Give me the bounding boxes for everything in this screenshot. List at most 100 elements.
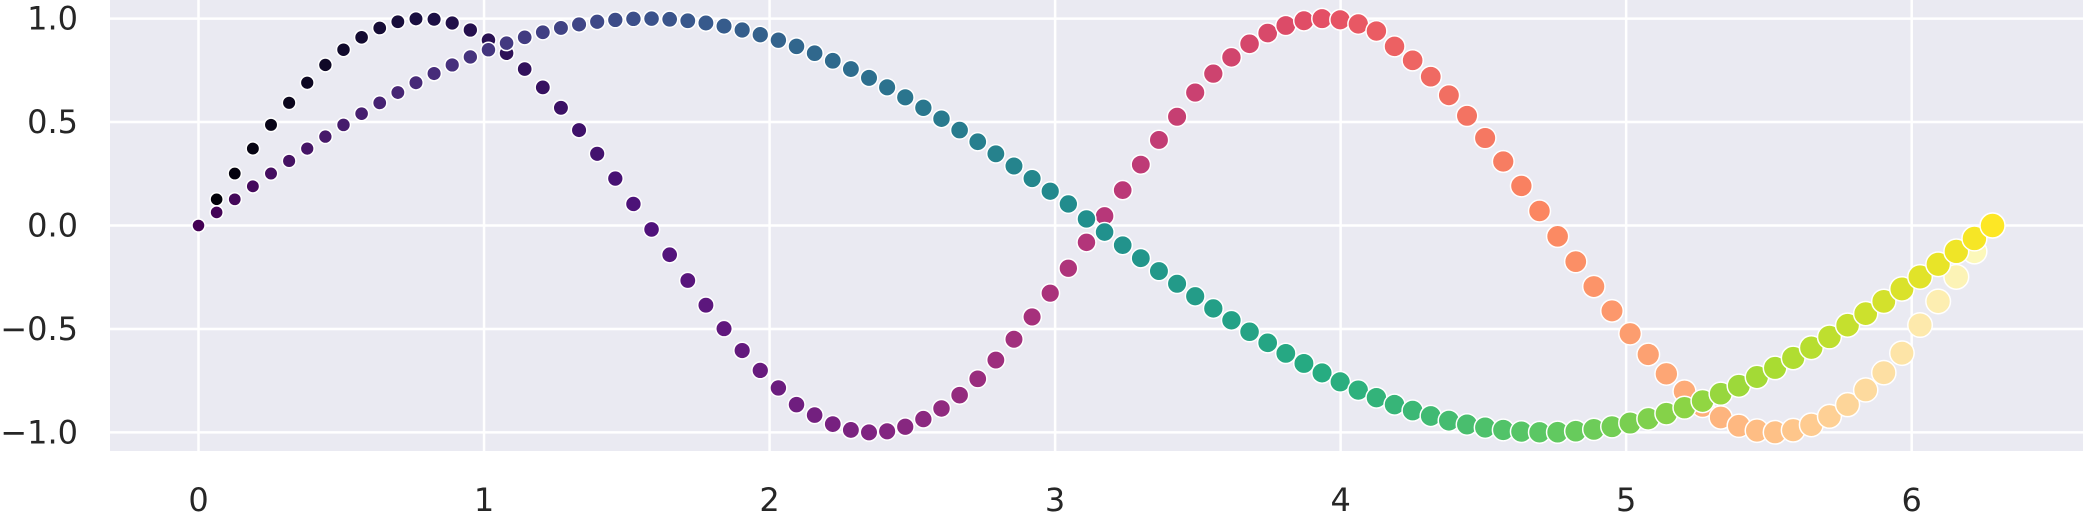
series-2-point xyxy=(1130,247,1152,269)
series-2-point xyxy=(1166,273,1188,295)
series-1-point xyxy=(624,195,643,213)
grid xyxy=(110,0,2083,451)
series-2-point xyxy=(1834,312,1861,338)
series-2-point xyxy=(281,153,297,169)
series-2-point xyxy=(1202,297,1224,320)
series-2-point xyxy=(931,109,952,129)
series-2-point xyxy=(462,48,479,66)
series-2-point xyxy=(1961,225,1988,252)
series-1-point xyxy=(696,296,715,315)
series-2-point xyxy=(967,131,988,152)
series-2-point xyxy=(696,14,715,32)
series-1-point xyxy=(263,117,279,133)
y-tick-label: 1.0 xyxy=(27,0,78,38)
series-2-point xyxy=(678,11,697,30)
x-tick-label: 0 xyxy=(188,481,208,519)
series-2-point xyxy=(263,166,279,182)
series-1-point xyxy=(1184,81,1206,104)
series-1-point xyxy=(1076,232,1097,253)
series-2-point xyxy=(227,191,243,207)
series-1-point xyxy=(859,422,879,442)
series-2-point xyxy=(769,30,788,50)
series-2-point xyxy=(245,178,261,194)
x-tick-label: 4 xyxy=(1330,481,1350,519)
data-points xyxy=(191,7,2006,445)
series-1-point xyxy=(516,60,534,78)
series-1-point xyxy=(1654,361,1679,386)
series-1-point xyxy=(1130,154,1152,175)
series-2-point xyxy=(588,13,606,31)
series-1-point xyxy=(1148,129,1170,151)
series-1-point xyxy=(1292,9,1315,32)
series-1-point xyxy=(209,192,224,207)
series-1-point xyxy=(1509,174,1534,198)
series-2-point xyxy=(1076,208,1097,230)
series-1-point xyxy=(733,341,752,360)
series-2-point xyxy=(426,65,443,82)
series-2-point xyxy=(335,117,352,133)
series-2-point xyxy=(1925,251,1952,278)
series-1-point xyxy=(1563,249,1588,274)
series-1-point xyxy=(1852,377,1879,403)
series-2-point xyxy=(1094,221,1115,243)
series-2-point xyxy=(660,10,679,29)
series-1-point xyxy=(1256,22,1279,44)
series-2-point xyxy=(1329,370,1352,393)
series-2-point xyxy=(317,128,334,145)
series-1-point xyxy=(335,41,352,58)
series-1-point xyxy=(642,220,661,239)
series-1-point xyxy=(1365,19,1388,43)
series-1-point xyxy=(1274,14,1297,37)
series-1-point xyxy=(353,29,370,46)
series-1-point xyxy=(660,245,679,264)
series-1-point xyxy=(1022,306,1043,327)
series-1-point xyxy=(1058,258,1079,279)
x-tick-label: 2 xyxy=(759,481,779,519)
series-2-point xyxy=(1004,156,1024,177)
series-1-point xyxy=(1907,312,1934,339)
series-2-point xyxy=(624,10,643,28)
series-2-point xyxy=(805,43,824,63)
series-1-point xyxy=(426,11,443,28)
series-1-point xyxy=(371,20,388,36)
x-tick-label: 1 xyxy=(474,481,494,519)
y-tick-labels: −1.0 −0.5 0.0 0.5 1.0 xyxy=(0,0,78,451)
series-1-point xyxy=(299,75,315,91)
x-tick-label: 3 xyxy=(1045,481,1065,519)
series-2-point xyxy=(516,28,534,46)
series-1-point xyxy=(1473,126,1497,150)
series-1-point xyxy=(1437,83,1461,107)
series-1-point xyxy=(678,271,697,290)
series-1-point xyxy=(931,398,952,419)
x-tick-labels: 0 1 2 3 4 5 6 xyxy=(188,481,1922,519)
series-1-point xyxy=(245,141,261,157)
series-1-point xyxy=(1202,63,1224,85)
series-2-point xyxy=(913,98,934,118)
series-1-point xyxy=(1527,199,1552,223)
series-1-point xyxy=(407,10,424,27)
series-1-point xyxy=(534,78,552,96)
series-1-point xyxy=(1455,104,1479,128)
x-tick-label: 6 xyxy=(1902,481,1922,519)
series-1-point xyxy=(1834,391,1861,418)
series-1-point xyxy=(787,395,806,414)
series-2-point xyxy=(1256,331,1279,354)
series-2-point xyxy=(949,120,970,140)
series-1-point xyxy=(606,169,624,188)
series-2-point xyxy=(1022,168,1043,189)
series-2-point xyxy=(751,25,770,44)
series-1-point xyxy=(967,368,988,389)
series-1-point xyxy=(1166,106,1188,128)
series-2-point xyxy=(877,77,897,97)
series-2-point xyxy=(1852,300,1879,327)
y-tick-label: 0.0 xyxy=(27,207,78,245)
series-2-point xyxy=(985,143,1006,164)
series-1-point xyxy=(823,414,843,434)
y-tick-label: −0.5 xyxy=(0,310,78,348)
series-1-point xyxy=(1112,179,1134,201)
series-2-point xyxy=(1274,342,1297,365)
series-1-point xyxy=(1238,33,1261,55)
series-1-point xyxy=(913,409,934,429)
series-1-point xyxy=(769,378,788,398)
